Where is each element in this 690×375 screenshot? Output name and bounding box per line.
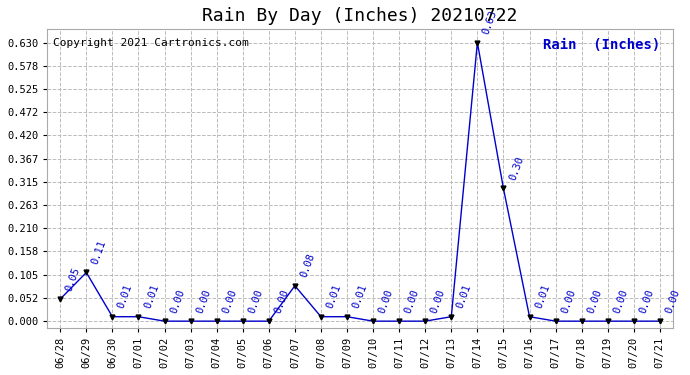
Text: 0.00: 0.00: [377, 288, 395, 315]
Text: 0.00: 0.00: [221, 288, 239, 315]
Text: 0.01: 0.01: [142, 283, 160, 310]
Text: 0.00: 0.00: [560, 288, 578, 315]
Text: 0.00: 0.00: [586, 288, 604, 315]
Text: 0.00: 0.00: [429, 288, 447, 315]
Text: 0.11: 0.11: [90, 239, 108, 266]
Text: 0.00: 0.00: [611, 288, 629, 315]
Text: 0.00: 0.00: [195, 288, 213, 315]
Text: 0.01: 0.01: [533, 283, 551, 310]
Text: Rain  (Inches): Rain (Inches): [543, 38, 660, 52]
Text: 0.00: 0.00: [664, 288, 682, 315]
Text: 0.63: 0.63: [482, 9, 500, 36]
Text: 0.00: 0.00: [273, 288, 290, 315]
Text: 0.30: 0.30: [507, 155, 525, 182]
Text: 0.00: 0.00: [403, 288, 421, 315]
Text: 0.05: 0.05: [64, 266, 82, 292]
Text: 0.01: 0.01: [325, 283, 343, 310]
Text: 0.00: 0.00: [638, 288, 656, 315]
Text: 0.01: 0.01: [455, 283, 473, 310]
Text: 0.00: 0.00: [246, 288, 264, 315]
Text: Copyright 2021 Cartronics.com: Copyright 2021 Cartronics.com: [54, 38, 249, 48]
Text: 0.01: 0.01: [117, 283, 135, 310]
Text: 0.00: 0.00: [168, 288, 186, 315]
Title: Rain By Day (Inches) 20210722: Rain By Day (Inches) 20210722: [202, 7, 518, 25]
Text: 0.08: 0.08: [299, 252, 317, 279]
Text: 0.01: 0.01: [351, 283, 369, 310]
